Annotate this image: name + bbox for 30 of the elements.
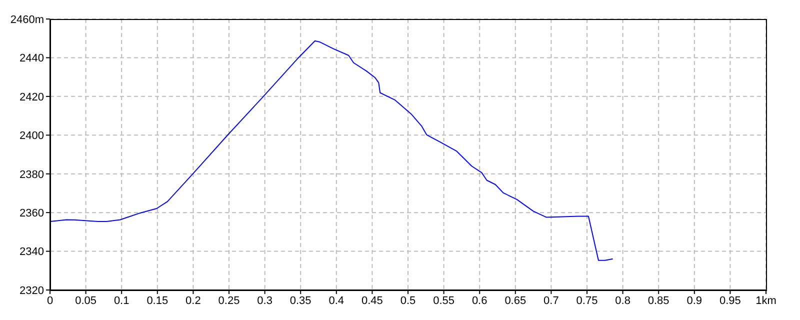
x-tick-label: 0.5 [400,294,416,307]
x-tick-label: 0.2 [186,294,201,307]
x-tick-label: 0.75 [576,294,598,307]
y-tick-label: 2440 [20,52,44,65]
x-tick-label: 0.9 [686,294,702,307]
y-tick-label: 2340 [20,246,44,258]
x-tick-label: 0 [46,294,54,307]
y-tick-label: 2360 [20,207,44,220]
x-tick-label: 0.3 [257,294,272,307]
x-tick-label: 0.8 [615,294,630,307]
x-tick-label: 0.05 [75,294,97,307]
y-tick-label: 2460m [10,14,44,26]
x-tick-label: 0.7 [544,294,559,307]
x-tick-label: 0.25 [218,294,240,307]
y-tick-label: 2420 [20,91,44,104]
y-tick-label: 2400 [20,130,44,142]
x-tick-label: 0.85 [648,294,670,307]
x-tick-label: 0.1 [114,294,130,307]
x-tick-label: 0.45 [361,294,383,307]
y-tick-label: 2380 [20,168,44,181]
x-tick-label: 0.4 [328,294,344,307]
x-tick-label: 0.35 [290,294,312,307]
x-tick-label: 0.6 [472,294,488,307]
line-series [50,40,614,261]
x-tick-label: 0.55 [433,294,455,307]
x-tick-label: 0.65 [504,294,526,307]
x-tick-label: 1km [756,294,776,307]
x-tick-label: 0.15 [146,294,168,307]
x-tick-label: 0.95 [719,294,741,307]
y-tick-label: 2320 [20,284,44,297]
